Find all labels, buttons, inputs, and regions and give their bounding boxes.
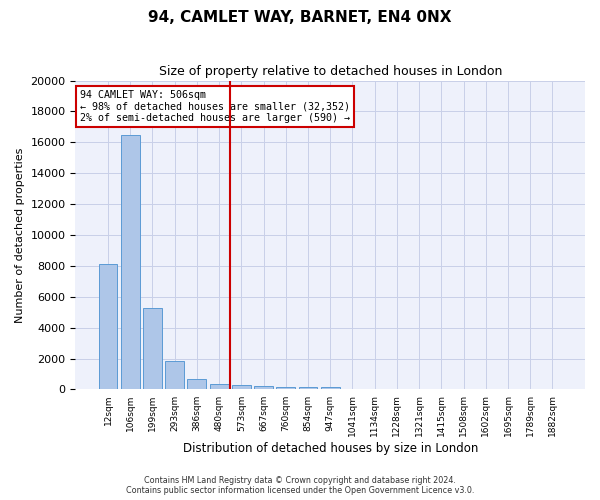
Bar <box>209 384 229 390</box>
Text: 94 CAMLET WAY: 506sqm
← 98% of detached houses are smaller (32,352)
2% of semi-d: 94 CAMLET WAY: 506sqm ← 98% of detached … <box>80 90 350 123</box>
Bar <box>232 385 251 390</box>
Text: Contains HM Land Registry data © Crown copyright and database right 2024.
Contai: Contains HM Land Registry data © Crown c… <box>126 476 474 495</box>
Bar <box>321 387 340 390</box>
Text: 94, CAMLET WAY, BARNET, EN4 0NX: 94, CAMLET WAY, BARNET, EN4 0NX <box>148 10 452 25</box>
Bar <box>277 386 295 390</box>
Bar <box>254 386 273 390</box>
Bar <box>299 386 317 390</box>
Bar <box>121 134 140 390</box>
Bar <box>98 264 118 390</box>
Bar <box>165 361 184 390</box>
Title: Size of property relative to detached houses in London: Size of property relative to detached ho… <box>158 65 502 78</box>
Bar <box>143 308 162 390</box>
X-axis label: Distribution of detached houses by size in London: Distribution of detached houses by size … <box>182 442 478 455</box>
Bar <box>187 380 206 390</box>
Y-axis label: Number of detached properties: Number of detached properties <box>15 148 25 322</box>
